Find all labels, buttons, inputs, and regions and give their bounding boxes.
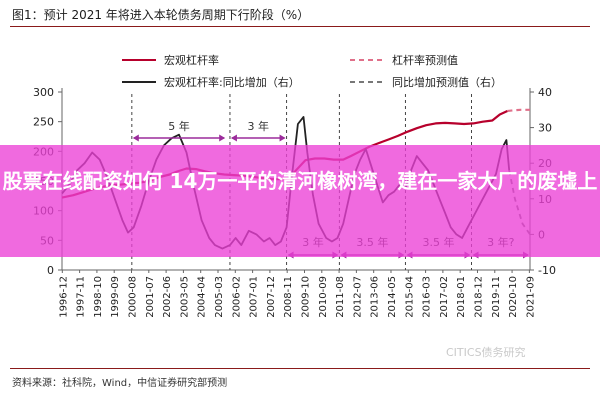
legend-label: 杠杆率预测值 [392,53,458,67]
x-tick-label: 2015-04 [404,276,415,318]
x-tick-label: 1997-11 [76,276,87,318]
span-label: 5 年 [168,119,190,133]
x-tick-label: 2003-05 [179,276,190,318]
source-note: 资料来源：社科院，Wind，中信证券研究部预测 [12,378,228,389]
x-tick-label: 2000-08 [128,276,139,318]
x-tick-label: 2014-05 [387,276,398,318]
x-tick-label: 2002-06 [162,276,173,318]
x-tick-label: 2010-09 [318,276,329,318]
series-line-leverage_forecast [507,108,530,113]
x-tick-label: 2008-11 [283,276,294,318]
legend-label: 宏观杠杆率:同比增加（右） [164,75,300,89]
bottom-rule [10,368,590,369]
x-tick-label: 2017-02 [439,276,450,318]
x-tick-label: 1996-12 [58,276,69,318]
span-arrow-right [279,134,286,142]
figure-title: 图1：预计 2021 年将进入本轮债务周期下行阶段（%） [12,8,310,22]
right-tick-label: -10 [538,264,556,277]
x-tick-label: 2018-12 [473,276,484,318]
x-tick-label: 2009-10 [300,276,311,318]
legend-label: 宏观杠杆率 [164,53,219,67]
x-tick-label: 2007-01 [249,276,260,318]
x-tick-label: 2021-09 [525,276,536,318]
watermark: CITICS债务研究 [446,346,526,359]
x-tick-label: 2005-03 [214,276,225,318]
x-tick-label: 1999-09 [110,276,121,318]
legend-label: 同比增加预测值（右） [392,75,502,89]
span-arrow-left [132,134,139,142]
right-tick-label: 40 [538,86,552,99]
span-label: 3 年 [248,119,270,133]
x-tick-label: 2004-04 [197,276,208,318]
x-tick-label: 2011-08 [335,276,346,318]
x-tick-label: 2012-07 [352,276,363,318]
right-tick-label: 30 [538,122,552,135]
left-tick-label: 0 [47,264,54,277]
x-tick-label: 2018-01 [456,276,467,318]
top-rule [10,26,590,27]
x-tick-label: 2001-07 [145,276,156,318]
x-tick-label: 2007-12 [266,276,277,318]
span-arrow-left [230,134,237,142]
headline: 股票在线配资如何 14万一平的清河橡树湾，建在一家大厂的废墟上 [2,169,598,193]
x-tick-label: 2016-03 [422,276,433,318]
x-tick-label: 2006-02 [231,276,242,318]
x-tick-label: 1998-10 [93,276,104,318]
left-tick-label: 250 [33,116,54,129]
x-tick-label: 2019-11 [491,276,502,318]
span-arrow-right [219,134,226,142]
x-tick-label: 2013-06 [370,276,381,318]
x-tick-label: 2020-10 [508,276,519,318]
left-tick-label: 300 [33,86,54,99]
overlay-banner [0,145,600,257]
